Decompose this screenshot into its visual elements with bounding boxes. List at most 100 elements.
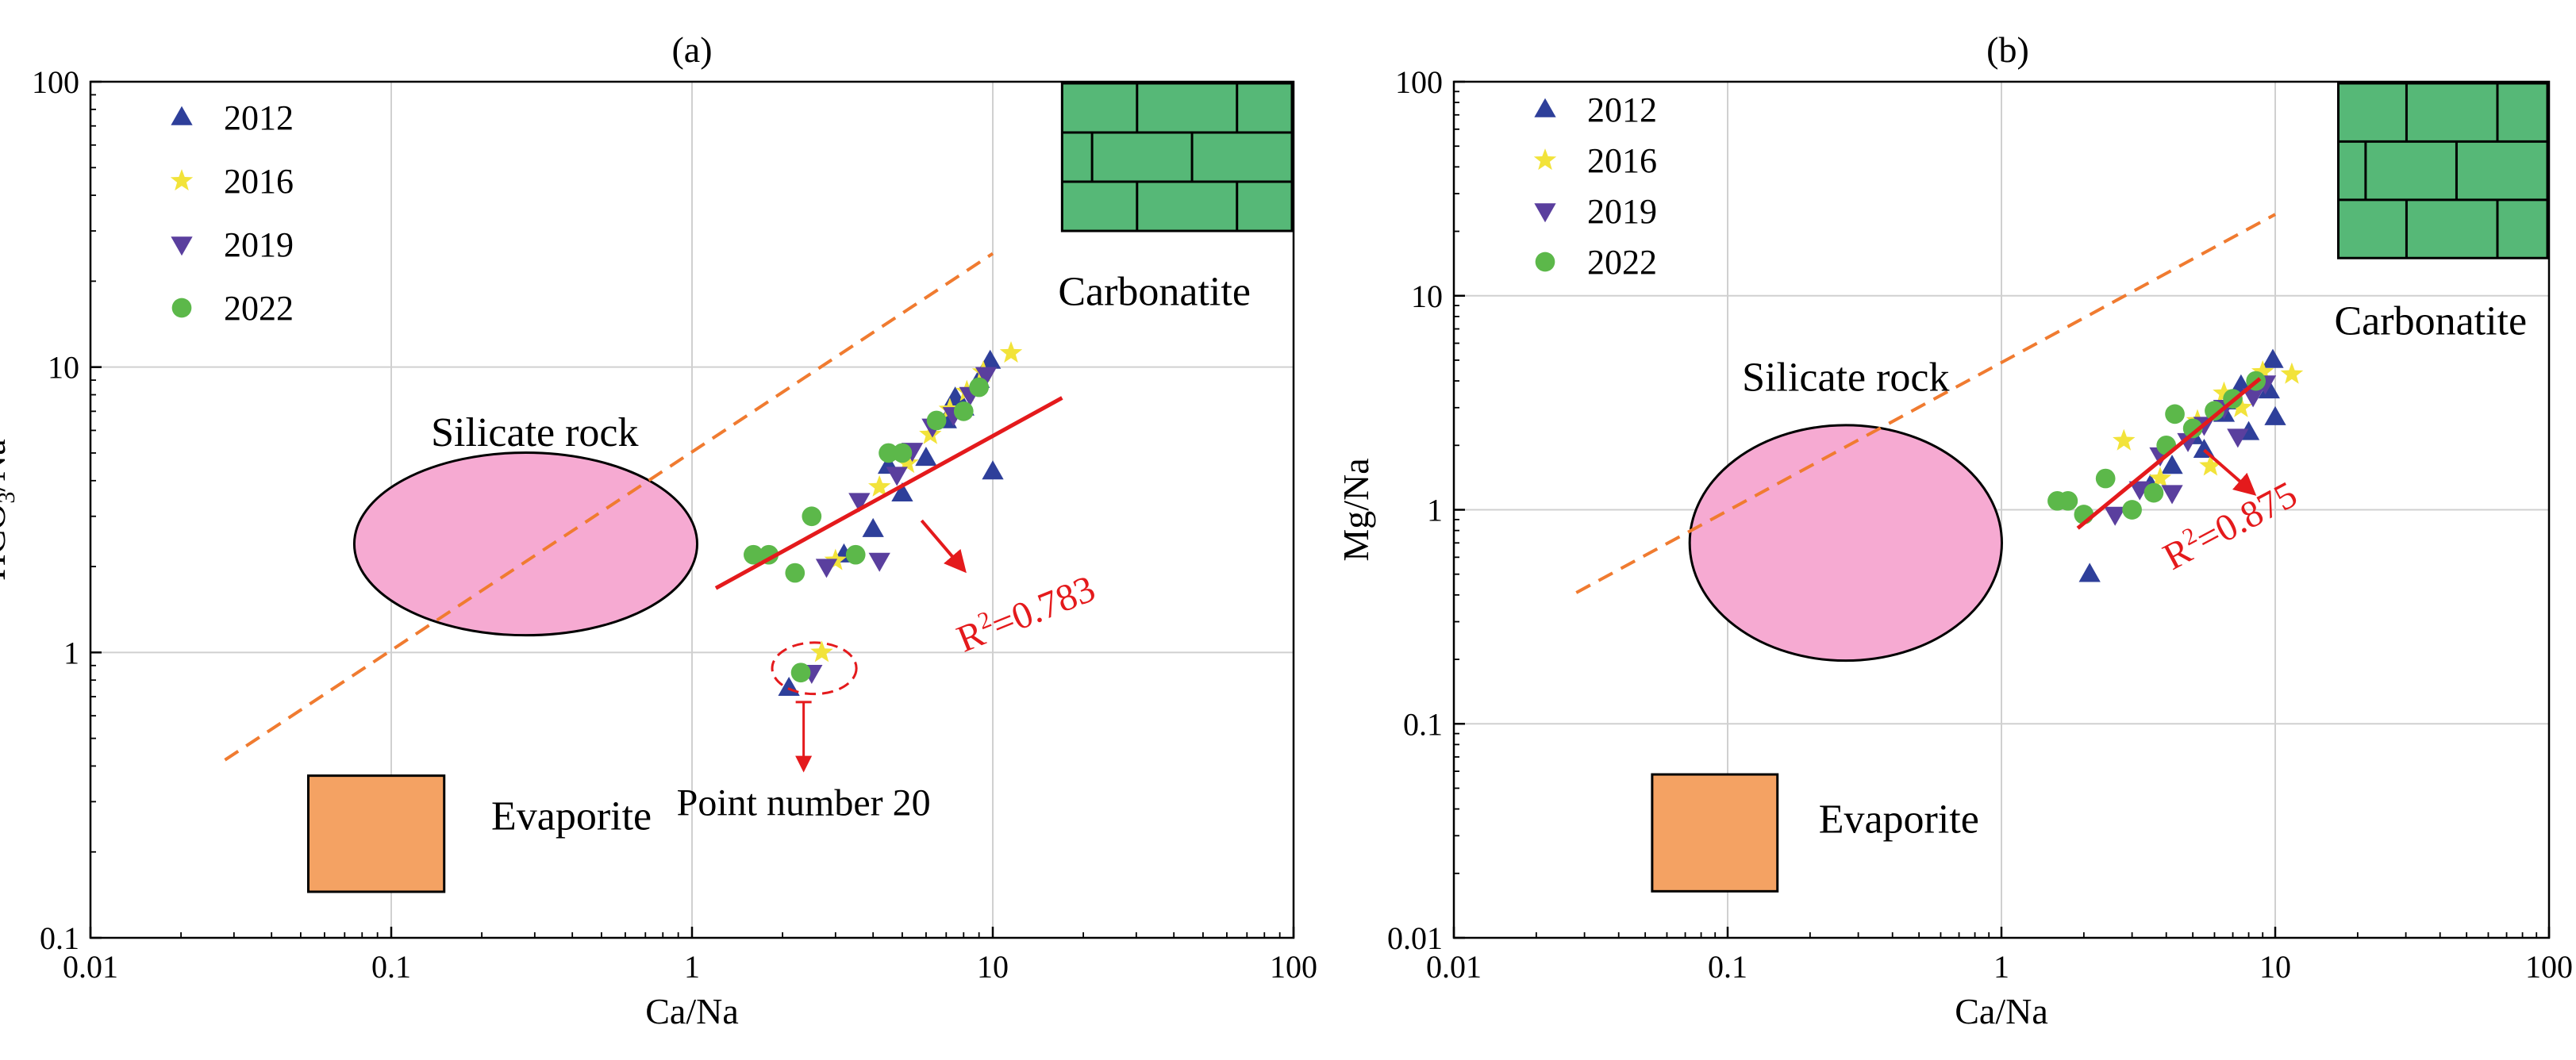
legend-marker-2019 [1534, 203, 1556, 223]
reference-line [224, 252, 994, 762]
legend: 2012 2016 2019 2022 [170, 98, 294, 328]
legend-label: 2019 [1587, 192, 1657, 231]
x-tick-label: 100 [2525, 949, 2573, 985]
point-2022 [2205, 401, 2224, 421]
regression [714, 396, 1063, 773]
point-2016 [2113, 428, 2136, 451]
regression-arrow [920, 519, 967, 574]
x-tick-label: 0.01 [1426, 949, 1482, 985]
region-label-carbonatite: Carbonatite [2335, 298, 2528, 344]
point-2022 [953, 401, 974, 421]
legend-label: 2012 [224, 98, 294, 137]
point-2022 [744, 544, 763, 565]
point-2019 [868, 552, 890, 572]
y-tick-label: 1 [1427, 493, 1443, 528]
x-tick-label: 10 [2259, 949, 2291, 985]
panel-label: (b) [1986, 29, 2029, 70]
point-2016 [896, 451, 919, 474]
y-tick-label: 0.1 [40, 920, 79, 956]
point-2022 [2122, 500, 2142, 520]
legend-label: 2022 [224, 289, 294, 328]
point-2016 [810, 640, 833, 662]
point-2012 [2161, 455, 2183, 474]
carbonatite-region [2337, 82, 2549, 259]
regions [1651, 82, 2549, 893]
regression-arrow [2203, 448, 2257, 496]
r2-value: =0.783 [986, 567, 1101, 647]
point-2016 [868, 474, 891, 497]
annotations: Silicate rock Evaporite Carbonatite Poin… [0, 269, 1251, 1031]
legend-marker-2016 [170, 169, 194, 191]
grid [1454, 82, 2549, 938]
legend-label: 2019 [224, 225, 294, 264]
point-2022 [2058, 490, 2078, 511]
point-2016 [2229, 395, 2253, 417]
highlight-label: Point number 20 [677, 782, 931, 824]
region-label-evaporite: Evaporite [1819, 797, 1979, 842]
point-2019 [815, 559, 838, 578]
x-axis-label: Ca/Na [645, 991, 739, 1031]
regression [2076, 377, 2262, 530]
x-tick-label: 0.1 [1708, 949, 1747, 985]
one-to-one-line [224, 252, 994, 762]
carbonatite-region [1060, 82, 1294, 232]
point-2022 [2095, 468, 2116, 489]
point-2019 [2128, 481, 2151, 501]
annotations: Silicate rock Evaporite Carbonatite R2=0… [1336, 298, 2527, 1031]
legend-item-2012: 2012 [171, 98, 294, 137]
carbonatite-block [2337, 82, 2549, 259]
point-2019 [848, 493, 871, 513]
point-2022 [969, 377, 990, 398]
point-2019 [2104, 506, 2126, 526]
axis-ticks: 0.01 0.1 1 10 100 0.01 0.1 1 10 100 [1387, 64, 2573, 985]
region-label-silicate: Silicate rock [431, 410, 638, 455]
y-tick-label: 10 [1411, 278, 1443, 314]
y-axis-label: HCO3/Na [0, 439, 20, 581]
y-tick-label: 100 [1395, 64, 1443, 100]
legend-item-2019: 2019 [1534, 192, 1657, 231]
legend-item-2022: 2022 [171, 289, 294, 328]
y-label-main: Mg/Na [1336, 458, 1376, 561]
carbonatite-block [1060, 82, 1294, 232]
legend-marker-2022 [1535, 252, 1555, 272]
point-2012 [915, 447, 937, 467]
evaporite-region [307, 774, 446, 893]
legend-item-2022: 2022 [1535, 243, 1657, 282]
point-2022 [790, 662, 811, 683]
legend-marker-2019 [171, 236, 193, 256]
legend-marker-2016 [1533, 148, 1557, 171]
point-2012 [982, 460, 1004, 480]
point-2012 [2262, 348, 2284, 368]
x-tick-label: 1 [684, 949, 700, 985]
y-tick-label: 10 [48, 350, 79, 386]
point-2022 [845, 544, 866, 565]
point-2012 [862, 517, 884, 537]
evaporite-region [1651, 773, 1779, 893]
point-2016 [999, 341, 1023, 363]
point-2012 [2258, 379, 2280, 399]
silicate-rock-region [352, 451, 699, 637]
panel-label: (a) [671, 29, 712, 70]
legend-marker-2012 [1534, 98, 1556, 117]
legend-label: 2016 [1587, 141, 1657, 180]
regression-line [714, 396, 1063, 590]
x-tick-label: 100 [1270, 949, 1317, 985]
point-2022 [802, 506, 822, 527]
legend: 2012 2016 2019 2022 [1533, 90, 1657, 282]
legend-label: 2012 [1587, 90, 1657, 129]
region-label-carbonatite: Carbonatite [1058, 269, 1251, 314]
regression-line [2076, 377, 2262, 530]
point-20-highlight [771, 641, 858, 696]
point-2012 [979, 349, 1002, 369]
legend-item-2012: 2012 [1534, 90, 1657, 129]
y-axis-label: Mg/Na [1336, 458, 1376, 561]
point-2016 [2199, 454, 2222, 476]
point-2022 [926, 410, 947, 431]
one-to-one-line [1575, 213, 2276, 594]
legend-label: 2016 [224, 162, 294, 201]
point-2016 [2213, 381, 2236, 403]
